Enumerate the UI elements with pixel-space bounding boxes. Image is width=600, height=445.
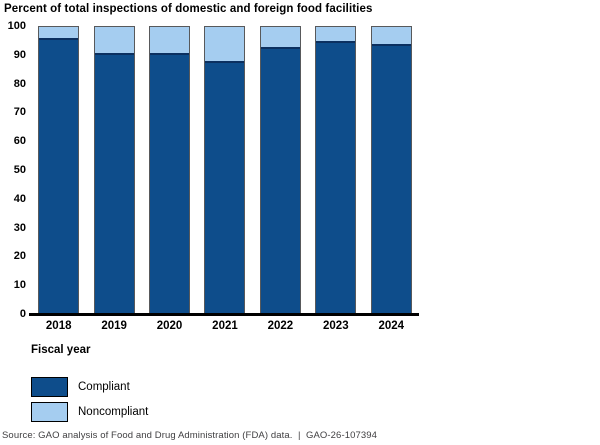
y-axis-tick-labels: 0 10 20 30 40 50 60 70 80 90 100 — [0, 20, 27, 320]
plot-area — [31, 26, 419, 314]
bar-2020-segment-noncompliant — [150, 27, 190, 53]
y-tick-label-30: 30 — [13, 221, 26, 234]
bar-2024-segment-noncompliant — [371, 27, 411, 45]
bar-2021 — [204, 26, 246, 314]
bar-2018-segment-compliant — [39, 38, 79, 313]
x-axis-title: Fiscal year — [31, 344, 91, 356]
bar-2024 — [370, 26, 412, 314]
legend-label-noncompliant: Noncompliant — [78, 406, 149, 418]
bar-2018 — [38, 26, 80, 314]
y-tick-label-40: 40 — [13, 192, 26, 205]
y-tick-label-50: 50 — [13, 164, 26, 176]
legend-item-compliant: Compliant — [31, 377, 148, 397]
y-tick-label-10: 10 — [13, 279, 26, 292]
x-tick-label-2020: 2020 — [156, 320, 183, 332]
bar-2022 — [259, 26, 301, 314]
source-note: Source: GAO analysis of Food and Drug Ad… — [2, 430, 378, 441]
x-axis-tick-labels: 2018 2019 2020 2021 2022 2023 2024 — [31, 320, 419, 332]
y-tick-label-0: 0 — [19, 308, 26, 320]
bar-2021-segment-noncompliant — [205, 27, 245, 62]
x-tick-label-2023: 2023 — [323, 320, 349, 332]
legend: Compliant Noncompliant — [31, 377, 148, 427]
y-tick-label-90: 90 — [13, 48, 26, 61]
bar-2020 — [149, 26, 191, 314]
bar-2024-segment-compliant — [371, 44, 411, 313]
bar-2019 — [93, 26, 135, 314]
bar-2021-segment-compliant — [205, 61, 245, 313]
x-tick-label-2024: 2024 — [378, 320, 405, 332]
legend-swatch-compliant — [31, 377, 68, 397]
y-tick-label-100: 100 — [7, 20, 26, 32]
bar-2023-segment-compliant — [316, 41, 356, 313]
x-axis-line — [29, 313, 419, 316]
y-tick-label-60: 60 — [13, 135, 26, 148]
x-tick-label-2019: 2019 — [101, 320, 127, 332]
x-tick-label-2021: 2021 — [212, 320, 238, 332]
bar-2020-segment-compliant — [150, 52, 190, 313]
bar-2019-segment-compliant — [94, 52, 134, 313]
bar-2023 — [315, 26, 357, 314]
x-tick-label-2018: 2018 — [45, 320, 72, 332]
y-tick-label-70: 70 — [13, 106, 26, 119]
bar-2022-segment-compliant — [260, 47, 300, 313]
bar-2019-segment-noncompliant — [94, 27, 134, 53]
chart-title: Percent of total inspections of domestic… — [4, 3, 373, 15]
legend-label-compliant: Compliant — [78, 381, 130, 393]
bar-2022-segment-noncompliant — [260, 27, 300, 48]
y-tick-label-20: 20 — [13, 250, 26, 263]
y-tick-label-80: 80 — [13, 77, 26, 90]
legend-item-noncompliant: Noncompliant — [31, 402, 148, 422]
x-tick-label-2022: 2022 — [267, 320, 294, 332]
bar-2018-segment-noncompliant — [39, 27, 79, 39]
legend-swatch-noncompliant — [31, 402, 68, 422]
bar-2023-segment-noncompliant — [316, 27, 356, 42]
